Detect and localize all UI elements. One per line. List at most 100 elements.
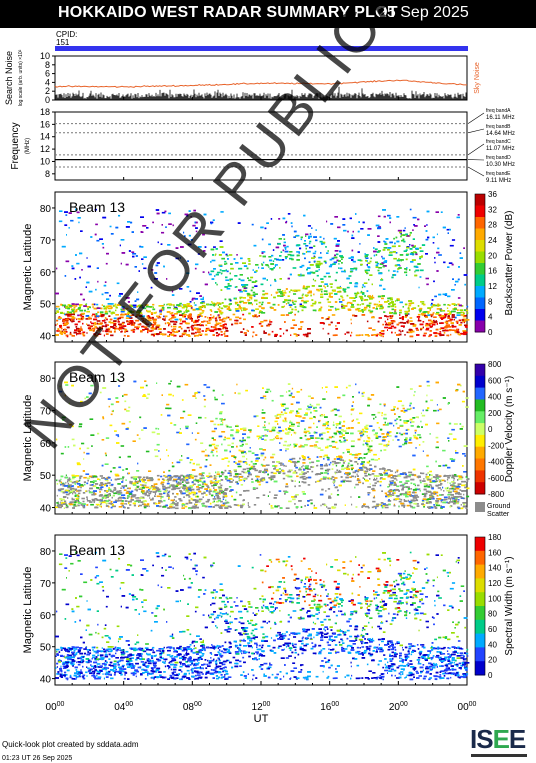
echo-cell bbox=[448, 320, 452, 322]
echo-cell bbox=[423, 311, 428, 313]
echo-cell bbox=[129, 320, 134, 322]
echo-cell bbox=[171, 294, 175, 296]
echo-cell bbox=[392, 270, 396, 272]
echo-cell bbox=[399, 254, 404, 256]
freq-panel-frame bbox=[54, 111, 468, 181]
echo-cell bbox=[226, 335, 228, 337]
echo-cell bbox=[369, 306, 371, 309]
echo-cell bbox=[320, 281, 324, 283]
echo-cell bbox=[375, 264, 379, 267]
echo-cell bbox=[319, 322, 324, 324]
echo-cell bbox=[176, 478, 181, 480]
echo-cell bbox=[341, 262, 343, 264]
echo-cell bbox=[164, 476, 169, 478]
echo-cell bbox=[336, 308, 340, 311]
echo-cell bbox=[444, 321, 448, 324]
echo-cell bbox=[163, 328, 166, 330]
echo-cell bbox=[150, 479, 153, 482]
echo-cell bbox=[455, 304, 457, 306]
echo-cell bbox=[351, 304, 354, 306]
echo-cell bbox=[290, 327, 295, 329]
echo-cell bbox=[466, 495, 470, 498]
echo-cell bbox=[282, 259, 285, 261]
echo-cell bbox=[212, 329, 215, 332]
echo-cell bbox=[319, 456, 323, 458]
echo-cell bbox=[281, 306, 284, 308]
echo-cell bbox=[342, 299, 345, 301]
echo-cell bbox=[217, 302, 221, 304]
echo-cell bbox=[199, 295, 202, 297]
echo-cell bbox=[257, 425, 260, 427]
echo-cell bbox=[314, 431, 318, 434]
echo-cell bbox=[131, 324, 135, 326]
echo-cell bbox=[447, 326, 452, 328]
echo-cell bbox=[301, 466, 303, 468]
echo-cell bbox=[58, 308, 61, 310]
echo-cell bbox=[352, 260, 356, 263]
echo-cell bbox=[354, 294, 358, 297]
echo-cell bbox=[425, 238, 429, 241]
echo-cell bbox=[56, 323, 58, 325]
echo-cell bbox=[110, 233, 114, 235]
echo-cell bbox=[229, 318, 232, 321]
echo-cell bbox=[374, 248, 378, 250]
echo-cell bbox=[287, 475, 289, 478]
echo-cell bbox=[404, 492, 408, 495]
echo-cell bbox=[160, 243, 163, 245]
echo-cell bbox=[235, 310, 240, 312]
echo-cell bbox=[135, 315, 138, 318]
echo-cell bbox=[320, 504, 322, 507]
echo-cell bbox=[164, 315, 168, 318]
echo-cell bbox=[437, 487, 441, 489]
echo-cell bbox=[96, 320, 101, 322]
echo-cell bbox=[191, 332, 195, 335]
echo-cell bbox=[459, 489, 462, 491]
echo-cell bbox=[159, 309, 162, 312]
echo-cell bbox=[451, 263, 454, 266]
echo-cell bbox=[365, 271, 368, 273]
noise-ytick-label: 10 bbox=[40, 51, 50, 61]
echo-cell bbox=[317, 289, 321, 292]
echo-cell bbox=[429, 470, 432, 473]
colorbar-tick-label: 12 bbox=[488, 282, 497, 291]
echo-cell bbox=[451, 303, 456, 305]
echo-cell bbox=[224, 260, 227, 263]
echo-cell bbox=[253, 504, 257, 506]
echo-cell bbox=[73, 306, 76, 309]
echo-cell bbox=[235, 504, 239, 506]
echo-cell bbox=[459, 309, 464, 311]
echo-cell bbox=[146, 317, 151, 319]
echo-cell bbox=[173, 334, 177, 337]
echo-cell bbox=[319, 288, 323, 291]
echo-cell bbox=[442, 329, 445, 332]
echo-cell bbox=[415, 503, 419, 505]
echo-cell bbox=[180, 246, 184, 248]
echo-cell bbox=[333, 436, 335, 439]
echo-cell bbox=[71, 316, 75, 318]
echo-cell bbox=[334, 471, 338, 474]
echo-cell bbox=[260, 321, 264, 323]
echo-cell bbox=[216, 473, 220, 475]
echo-cell bbox=[224, 488, 229, 490]
echo-cell bbox=[105, 308, 108, 310]
echo-cell bbox=[198, 319, 200, 321]
echo-cell bbox=[210, 420, 214, 423]
echo-cell bbox=[363, 308, 367, 311]
echo-cell bbox=[189, 489, 192, 492]
echo-cell bbox=[401, 330, 404, 332]
echo-cell bbox=[119, 325, 123, 327]
echo-cell bbox=[412, 302, 415, 304]
echo-cell bbox=[327, 301, 332, 303]
echo-cell bbox=[215, 322, 219, 325]
echo-cell bbox=[440, 500, 443, 503]
echo-cell bbox=[434, 257, 436, 259]
echo-cell bbox=[371, 440, 373, 442]
echo-cell bbox=[140, 216, 144, 218]
echo-cell bbox=[379, 474, 384, 476]
echo-cell bbox=[75, 309, 78, 311]
echo-cell bbox=[126, 315, 130, 317]
echo-cell bbox=[95, 323, 97, 326]
echo-cell bbox=[423, 303, 426, 306]
freq-ytick-label: 8 bbox=[45, 169, 50, 179]
echo-cell bbox=[454, 284, 456, 286]
